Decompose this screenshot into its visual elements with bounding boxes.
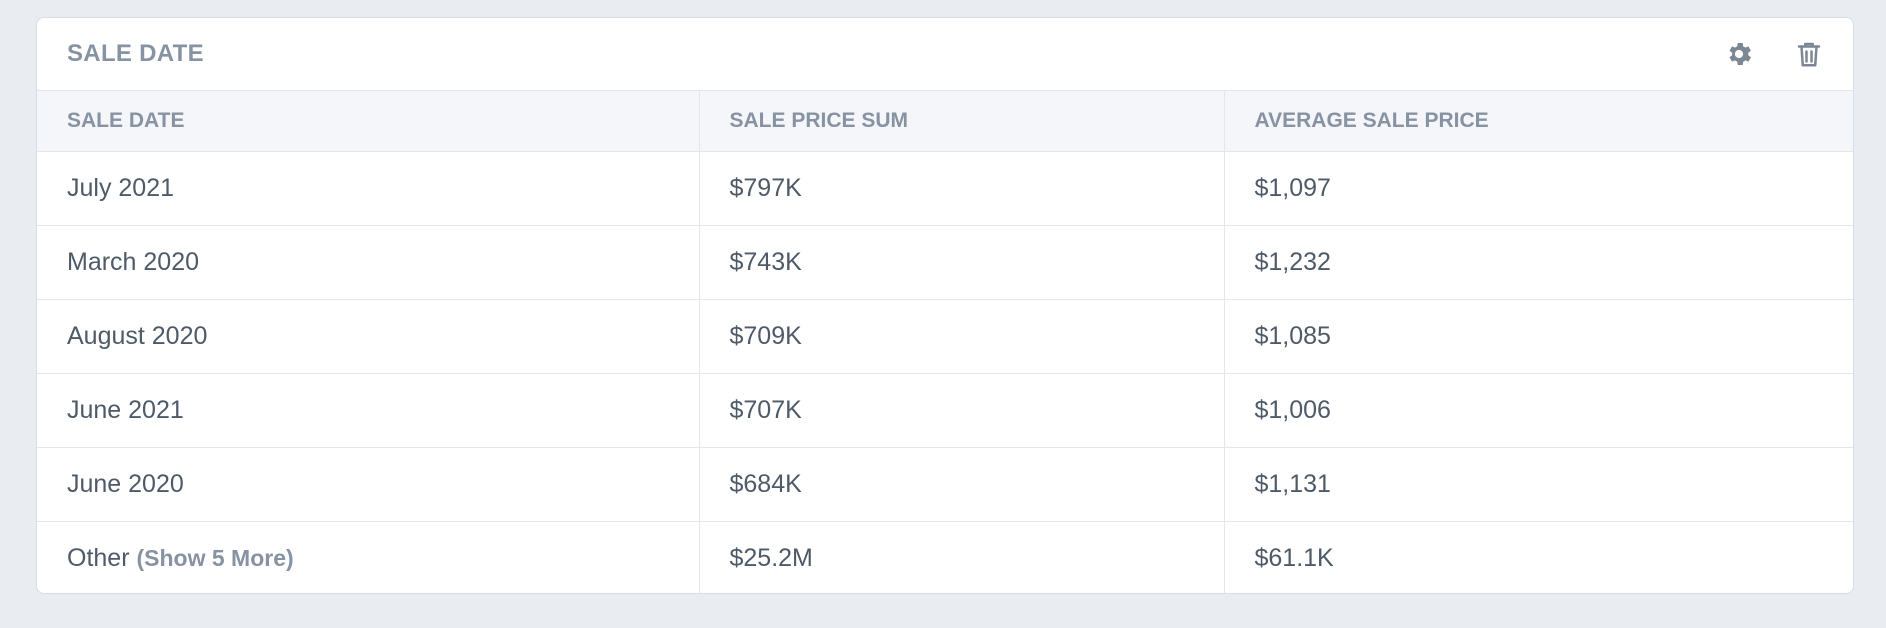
cell-sale-date: July 2021 xyxy=(67,173,175,202)
header-actions xyxy=(1723,38,1825,70)
column-header-sale-price-sum[interactable]: SALE PRICE SUM xyxy=(698,91,1224,152)
cell-average-sale-price: $1,097 xyxy=(1223,151,1853,225)
cell-sale-date: August 2020 xyxy=(37,298,699,373)
column-header-average-sale-price[interactable]: AVERAGE SALE PRICE xyxy=(1223,91,1853,152)
other-label: Other xyxy=(67,543,130,572)
cell-sale-price-sum: $684K xyxy=(698,446,1224,521)
table-row: July 2021 $797K $1,097 xyxy=(37,151,1853,225)
trash-icon[interactable] xyxy=(1793,38,1825,70)
table-row: March 2020 $743K $1,232 xyxy=(37,224,1853,299)
column-header-sale-date[interactable]: SALE DATE xyxy=(37,91,699,152)
cell-sale-date: June 2020 xyxy=(37,446,699,521)
card-header: SALE DATE xyxy=(37,18,1853,91)
table-row-other: Other (Show 5 More) $25.2M $61.1K xyxy=(37,520,1853,593)
cell-sale-price-sum: $709K xyxy=(698,298,1224,373)
data-table: SALE DATE SALE PRICE SUM AVERAGE SALE PR… xyxy=(37,91,1853,593)
table-header-row: SALE DATE SALE PRICE SUM AVERAGE SALE PR… xyxy=(37,91,1853,152)
cell-sale-date: June 2021 xyxy=(37,372,699,447)
cell-average-sale-price: $1,085 xyxy=(1223,298,1853,373)
cell-other: Other (Show 5 More) xyxy=(37,520,699,593)
cell-sale-price-sum: $25.2M xyxy=(698,520,1224,593)
cell-sale-date: March 2020 xyxy=(37,224,699,299)
card-title: SALE DATE xyxy=(67,40,204,67)
table-row: August 2020 $709K $1,085 xyxy=(37,298,1853,373)
cell-average-sale-price: $1,232 xyxy=(1223,224,1853,299)
gear-icon[interactable] xyxy=(1723,38,1755,70)
cell-sale-price-sum: $797K xyxy=(698,151,1224,225)
cell-average-sale-price: $1,006 xyxy=(1223,372,1853,447)
cell-average-sale-price: $1,131 xyxy=(1223,446,1853,521)
cell-sale-price-sum: $707K xyxy=(698,372,1224,447)
cell-average-sale-price: $61.1K xyxy=(1223,520,1853,593)
table-row: June 2020 $684K $1,131 xyxy=(37,446,1853,521)
cell-sale-price-sum: $743K xyxy=(698,224,1224,299)
sale-date-card: SALE DATE SALE DATE SALE PRICE xyxy=(36,17,1854,594)
table-row: June 2021 $707K $1,006 xyxy=(37,372,1853,447)
show-more-link[interactable]: (Show 5 More) xyxy=(136,544,294,571)
